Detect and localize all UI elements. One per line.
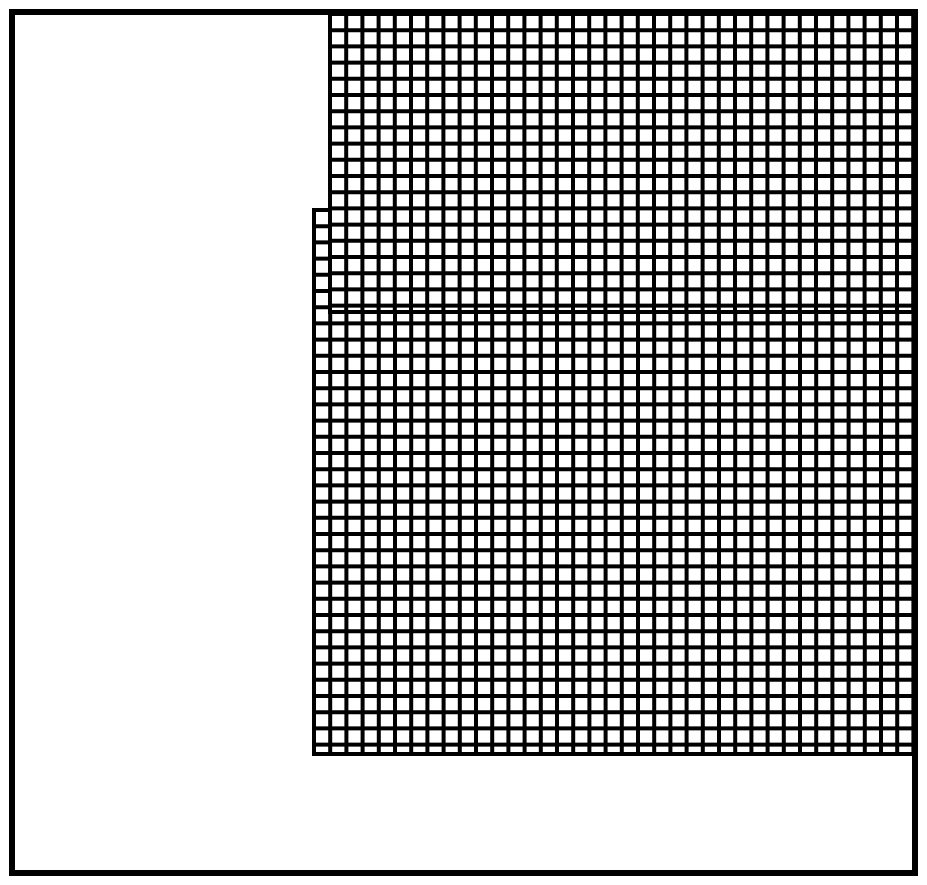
grid-front [330,14,914,312]
diagram-canvas [0,0,927,885]
diagram-svg [0,0,927,885]
